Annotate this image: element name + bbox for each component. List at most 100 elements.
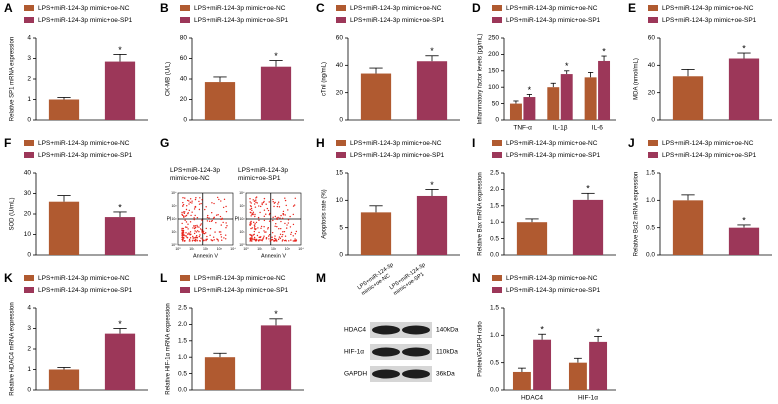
y-tick-label: 4 — [27, 35, 31, 42]
y-tick-label: 10 — [336, 197, 344, 204]
y-tick-label: 0.0 — [490, 252, 499, 259]
y-axis-label: Apoptosis rate (%) — [322, 189, 328, 238]
flow-dot — [259, 238, 261, 241]
flow-dot — [280, 214, 282, 217]
legend-label: LPS+miR-124-3p mimic+oe-NC — [506, 140, 598, 147]
bar — [104, 333, 136, 390]
flow-dot — [292, 235, 294, 237]
legend-swatch — [492, 275, 502, 281]
bar — [204, 357, 236, 390]
x-tick-label: HIF-1α — [578, 395, 598, 402]
flow-dot — [207, 214, 209, 217]
legend-swatch — [180, 287, 190, 293]
legend-swatch — [24, 140, 34, 146]
y-tick-label: 150 — [488, 68, 499, 75]
flow-dot — [189, 237, 192, 239]
flow-dot — [196, 226, 199, 228]
flow-dot — [264, 231, 266, 233]
flow-dot — [284, 199, 287, 202]
flow-dot — [268, 238, 270, 240]
panel-letter: C — [316, 1, 325, 15]
flow-dot — [268, 201, 270, 203]
flow-x-tick: 10⁴ — [298, 247, 304, 251]
flow-dot — [198, 200, 200, 203]
y-tick-label: 40 — [336, 62, 344, 69]
flow-dot — [250, 215, 252, 217]
flow-dot — [280, 227, 282, 230]
flow-dot — [261, 202, 263, 204]
flow-dot — [268, 220, 271, 222]
flow-dot — [249, 197, 251, 200]
flow-dot — [181, 234, 183, 237]
flow-dot — [285, 204, 287, 207]
flow-dot — [181, 232, 183, 234]
flow-dot — [288, 240, 290, 242]
flow-dot — [196, 239, 198, 242]
flow-dot — [251, 209, 253, 212]
panel-letter: M — [316, 271, 326, 285]
flow-dot — [214, 231, 216, 233]
bar — [672, 76, 704, 120]
y-tick-label: 250 — [488, 35, 499, 42]
protein-label: HIF-1α — [344, 349, 364, 356]
flow-dot — [253, 227, 256, 229]
bar — [572, 199, 604, 255]
flow-dot — [277, 238, 280, 241]
flow-dot — [202, 230, 205, 233]
flow-dot — [282, 231, 284, 233]
legend-label: LPS+miR-124-3p mimic+oe-NC — [38, 5, 130, 12]
flow-dot — [186, 226, 188, 229]
flow-dot — [278, 228, 280, 230]
flow-dot — [276, 217, 278, 219]
y-axis-label: Protein/GAPDH ratio — [478, 321, 484, 377]
flow-dot — [280, 220, 282, 223]
flow-dot — [281, 240, 284, 242]
flow-x-tick: 10⁰ — [243, 247, 249, 251]
flow-dot — [260, 225, 263, 228]
flow-dot — [196, 230, 199, 232]
flow-dot — [223, 198, 226, 201]
flow-dot — [183, 212, 186, 215]
flow-dot — [188, 200, 190, 202]
flow-x-label: Annexin V — [193, 253, 218, 259]
flow-y-tick: 10² — [239, 217, 245, 221]
panel-letter: I — [472, 136, 475, 150]
flow-dot — [185, 221, 188, 223]
flow-dot — [187, 233, 189, 235]
legend-swatch — [180, 275, 190, 281]
flow-dot — [251, 213, 253, 216]
flow-dot — [225, 210, 228, 213]
flow-dot — [194, 206, 197, 208]
flow-dot — [263, 209, 266, 211]
flow-dot — [185, 214, 188, 217]
legend-label: LPS+miR-124-3p mimic+oe-SP1 — [38, 287, 133, 294]
flow-dot — [221, 217, 223, 220]
flow-dot — [212, 217, 215, 219]
flow-dot — [265, 213, 267, 215]
flow-dot — [269, 212, 271, 215]
bar — [416, 61, 448, 120]
bar — [728, 58, 760, 120]
y-tick-label: 40 — [648, 62, 656, 69]
flow-dot — [269, 240, 271, 242]
bar — [672, 200, 704, 255]
legend-swatch — [492, 287, 502, 293]
flow-dot — [249, 223, 251, 226]
legend-swatch — [24, 275, 34, 281]
flow-dot — [249, 208, 251, 211]
flow-dot — [201, 219, 203, 221]
flow-dot — [201, 199, 203, 201]
y-tick-label: 2.5 — [490, 170, 499, 177]
flow-dot — [275, 240, 278, 242]
flow-dot — [190, 214, 192, 217]
flow-dot — [249, 239, 252, 241]
flow-dot — [184, 235, 186, 237]
flow-dot — [254, 238, 256, 241]
flow-dot — [192, 227, 194, 229]
y-tick-label: 0.5 — [490, 235, 499, 242]
flow-dot — [267, 226, 269, 229]
flow-dot — [274, 215, 277, 218]
flow-dot — [283, 230, 286, 233]
flow-dot — [206, 238, 208, 240]
flow-dot — [278, 236, 281, 238]
